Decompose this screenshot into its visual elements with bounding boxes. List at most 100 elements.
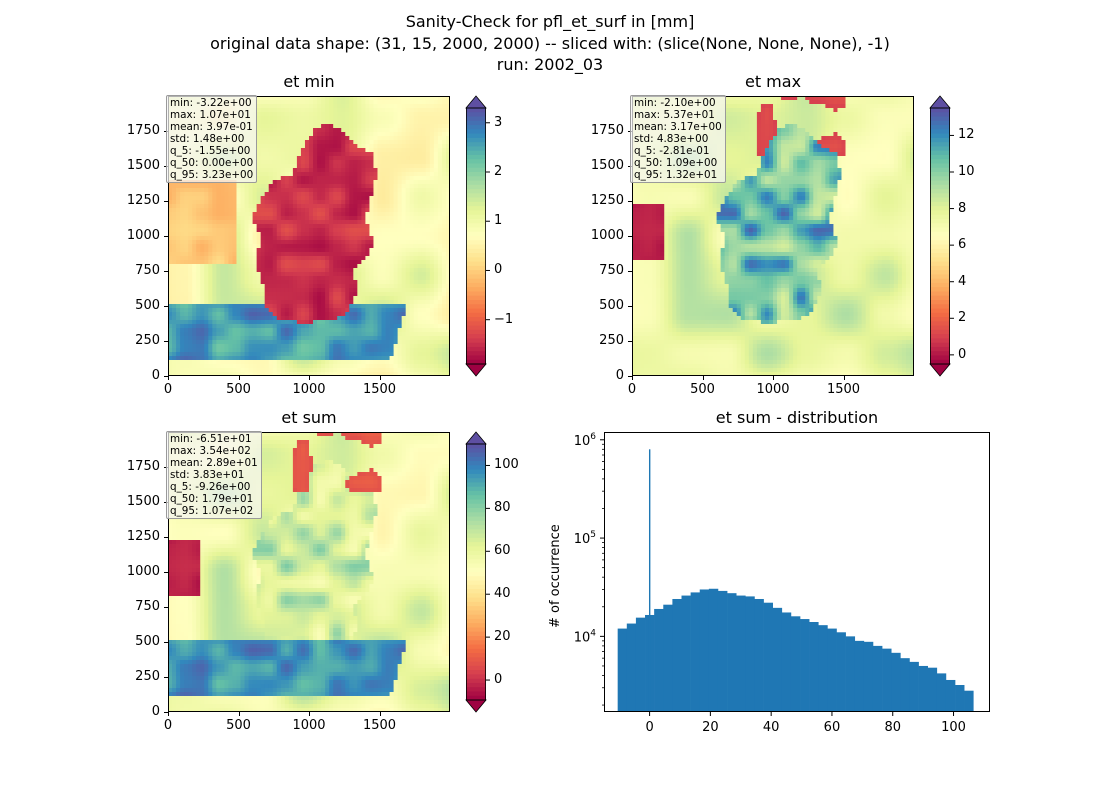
heatmap-cell xyxy=(260,292,266,297)
heatmap-cell xyxy=(188,364,193,369)
heatmap-cell xyxy=(264,144,270,149)
heatmap-cell xyxy=(413,300,419,305)
heatmap-cell xyxy=(313,136,318,141)
heatmap-cell xyxy=(441,220,447,225)
heatmap-cell xyxy=(333,372,338,376)
heatmap-cell xyxy=(421,132,427,137)
heatmap-cell xyxy=(401,112,407,117)
heatmap-cell xyxy=(417,172,423,177)
heatmap-cell xyxy=(789,96,794,101)
heatmap-cell xyxy=(280,128,286,133)
heatmap-cell xyxy=(168,268,173,273)
heatmap-cell xyxy=(437,216,443,221)
heatmap-cell xyxy=(417,136,423,141)
heatmap-cell xyxy=(184,268,189,273)
heatmap-cell xyxy=(357,296,362,301)
heatmap-cell xyxy=(256,208,262,213)
heatmap-cell xyxy=(200,332,205,337)
heatmap-cell xyxy=(317,368,322,373)
heatmap-cell xyxy=(196,208,201,213)
heatmap-cell xyxy=(397,128,403,133)
heatmap-cell xyxy=(345,292,350,297)
heatmap-cell xyxy=(393,332,399,337)
heatmap-cell xyxy=(417,308,423,313)
heatmap-cell xyxy=(304,272,310,277)
heatmap-cell xyxy=(417,372,423,376)
heatmap-cell xyxy=(176,232,181,237)
heatmap-cell xyxy=(321,136,326,141)
heatmap-cell xyxy=(341,328,346,333)
heatmap-cell xyxy=(192,324,197,329)
heatmap-cell xyxy=(317,292,322,297)
heatmap-cell xyxy=(405,360,411,365)
heatmap-cell xyxy=(405,264,411,269)
heatmap-cell xyxy=(168,316,173,321)
heatmap-cell xyxy=(429,96,435,101)
heatmap-cell xyxy=(220,272,225,277)
heatmap-cell xyxy=(421,156,427,161)
heatmap-cell xyxy=(393,100,399,105)
heatmap-cell xyxy=(228,296,233,301)
heatmap-cell xyxy=(425,208,431,213)
heatmap-cell xyxy=(397,292,403,297)
heatmap-cell xyxy=(264,324,270,329)
heatmap-cell xyxy=(425,284,431,289)
heatmap-cell xyxy=(180,248,185,253)
heatmap-cell xyxy=(377,136,382,141)
heatmap-cell xyxy=(405,112,411,117)
heatmap-cell xyxy=(361,340,366,345)
heatmap-cell xyxy=(276,144,282,149)
heatmap-cell xyxy=(369,284,374,289)
heatmap-cell xyxy=(437,188,443,193)
heatmap-cell xyxy=(240,308,245,313)
heatmap-cell xyxy=(341,256,346,261)
heatmap-cell xyxy=(276,196,282,201)
heatmap-cell xyxy=(172,352,177,357)
heatmap-cell xyxy=(248,240,253,245)
heatmap-cell xyxy=(292,100,298,105)
heatmap-cell xyxy=(264,308,270,313)
heatmap-cell xyxy=(212,304,217,309)
heatmap-cell xyxy=(248,340,253,345)
heatmap-cell xyxy=(216,184,221,189)
heatmap-cell xyxy=(329,248,334,253)
heatmap-cell xyxy=(321,188,326,193)
heatmap-cell xyxy=(369,176,374,181)
heatmap-cell xyxy=(373,344,378,349)
heatmap-cell xyxy=(204,356,209,361)
heatmap-cell xyxy=(345,328,350,333)
heatmap-cell xyxy=(276,176,282,181)
heatmap-cell xyxy=(433,356,439,361)
heatmap-cell xyxy=(188,304,193,309)
heatmap-cell xyxy=(337,164,342,169)
heatmap-cell xyxy=(313,148,318,153)
heatmap-cell xyxy=(168,296,173,301)
heatmap-cell xyxy=(236,208,241,213)
heatmap-cell xyxy=(421,164,427,169)
heatmap-cell xyxy=(268,260,274,265)
heatmap-cell xyxy=(373,324,378,329)
heatmap-cell xyxy=(272,240,278,245)
heatmap-cell xyxy=(300,172,306,177)
heatmap-cell xyxy=(252,352,258,357)
heatmap-cell xyxy=(361,280,366,285)
heatmap-cell xyxy=(389,188,394,193)
heatmap-cell xyxy=(184,296,189,301)
heatmap-cell xyxy=(341,140,346,145)
heatmap-cell xyxy=(433,344,439,349)
heatmap-cell xyxy=(180,276,185,281)
heatmap-cell xyxy=(349,224,354,229)
heatmap-cell xyxy=(180,308,185,313)
heatmap-cell xyxy=(244,272,249,277)
heatmap-cell xyxy=(196,320,201,325)
heatmap-cell xyxy=(385,268,390,273)
heatmap-cell xyxy=(300,228,306,233)
heatmap-cell xyxy=(313,152,318,157)
heatmap-cell xyxy=(421,364,427,369)
heatmap-cell xyxy=(292,188,298,193)
heatmap-cell xyxy=(321,104,326,109)
heatmap-cell xyxy=(288,108,294,113)
heatmap-cell xyxy=(445,108,450,113)
heatmap-cell xyxy=(389,320,394,325)
heatmap-cell xyxy=(413,180,419,185)
